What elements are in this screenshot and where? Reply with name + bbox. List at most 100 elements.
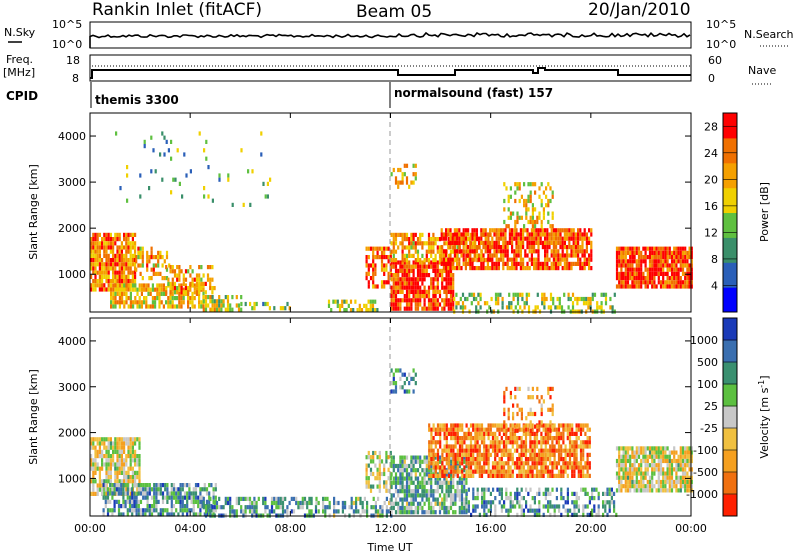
heatmap-cell-b0: [123, 441, 126, 446]
heatmap-cell-b10: [491, 266, 494, 271]
heatmap-cell-b1: [113, 491, 116, 496]
heatmap-cell-b13: [688, 284, 691, 289]
heatmap-cell-b0: [90, 454, 93, 459]
heatmap-cell-b6: [588, 452, 591, 457]
heatmap-cell-b1: [161, 508, 165, 513]
heatmap-cell-b5: [414, 497, 417, 502]
heatmap-cell-b7: [529, 487, 532, 492]
heatmap-cell-b6: [579, 473, 583, 478]
heatmap-cell-b6: [557, 423, 561, 428]
heatmap-cell-b1: [188, 491, 191, 496]
heatmap-cell-b5: [456, 489, 459, 494]
heatmap-cell-b6: [454, 461, 457, 466]
heatmap-cell-b10: [511, 257, 514, 262]
heatmap-cell-b3: [333, 500, 336, 506]
heatmap-cell-b10: [559, 257, 562, 262]
heatmap-cell-b1: [177, 512, 180, 517]
heatmap-cell-b4: [198, 273, 201, 278]
heatmap-cell-b2: [145, 300, 148, 305]
heatmap-cell-b10: [585, 257, 588, 262]
heatmap-cell-b0: [123, 466, 126, 471]
heatmap-cell-b9: [465, 245, 468, 250]
heatmap-cell-b9: [631, 475, 634, 480]
heatmap-cell-b2: [202, 287, 205, 292]
heatmap-cell-b0: [131, 258, 134, 263]
heatmap-cell-b6: [494, 457, 497, 462]
heatmap-cell-b1: [168, 491, 171, 496]
heatmap-cell-b7: [516, 496, 519, 501]
heatmap-cell-b5: [410, 493, 413, 498]
heatmap-cell-b0: [120, 270, 123, 275]
heatmap-cell-b0: [96, 241, 99, 246]
heatmap-cell-b2: [242, 496, 245, 501]
heatmap-cell-b8: [410, 281, 413, 286]
nsky-tick-low: 10^0: [52, 38, 82, 51]
heatmap-cell-b10: [449, 236, 452, 241]
heatmap-cell-b7: [593, 487, 596, 492]
heatmap-cell-b6: [434, 465, 437, 470]
heatmap-cell-b6: [491, 431, 495, 436]
heatmap-cell-b6: [498, 465, 501, 470]
heatmap-cell-b5: [436, 484, 439, 490]
heatmap-cell-b1: [146, 487, 149, 492]
heatmap-cell-b10: [577, 232, 580, 237]
heatmap-cell-b9: [629, 475, 632, 480]
heatmap-cell-b7: [507, 496, 510, 501]
heatmap-cell-b9: [657, 454, 660, 459]
heatmap-cell-b13: [653, 263, 656, 268]
heatmap-cell-b0: [101, 491, 104, 496]
heatmap-cell-b10: [522, 266, 525, 271]
heatmap-cell-b9: [408, 249, 411, 254]
heatmap-cell-b1: [139, 271, 142, 276]
heatmap-cell-b6: [546, 452, 550, 457]
heatmap-cell-b5: [465, 476, 468, 481]
heatmap-cell-b1: [139, 263, 142, 268]
heatmap-cell-b6: [527, 457, 530, 462]
heatmap-cell-b10: [469, 245, 472, 250]
heatmap-cell-b1: [148, 512, 151, 517]
heatmap-cell-b10: [504, 232, 507, 237]
heatmap-cell-b6: [447, 448, 451, 453]
heatmap-cell-b2: [290, 509, 293, 514]
heatmap-cell-b10: [497, 257, 500, 262]
heatmap-cell-b13: [648, 255, 652, 260]
heatmap-cell-b0: [127, 475, 130, 480]
heatmap-cell-b10: [579, 261, 582, 266]
heatmap-cell-b13: [624, 259, 627, 264]
heatmap-cell-b8: [392, 294, 395, 299]
heatmap-cell-b4: [385, 459, 388, 464]
heatmap-cell-b0: [98, 287, 101, 292]
heatmap-cell-b6: [476, 427, 479, 432]
heatmap-cell-b10: [458, 266, 461, 271]
heatmap-cell-b8: [505, 386, 508, 391]
heatmap-cell-b0: [125, 287, 128, 292]
heatmap-cell-b6: [518, 423, 521, 428]
heatmap-cell-b13: [620, 255, 623, 260]
heatmap-cell-b5: [408, 484, 411, 490]
heatmap-cell-b10: [557, 228, 560, 233]
heatmap-cell-b2: [110, 304, 113, 309]
heatmap-cell-b6: [564, 469, 567, 474]
heatmap-cell-b13: [631, 271, 634, 276]
heatmap-cell-b10: [511, 228, 514, 233]
heatmap-cell-b1: [159, 483, 162, 488]
heatmap-cell-b0: [131, 475, 134, 480]
heatmap-cell-b10: [574, 245, 577, 250]
heatmap-cell-b4: [385, 480, 388, 485]
heatmap-cell-b3: [226, 303, 230, 308]
heatmap-cell-b13: [662, 284, 665, 289]
heatmap-cell-b6: [575, 465, 578, 470]
heatmap-cell-b3: [366, 509, 369, 514]
heatmap-cell-b5: [463, 501, 466, 506]
heatmap-cell-b6: [529, 473, 532, 478]
heatmap-cell-b6: [527, 469, 530, 474]
heatmap-cell-b8: [516, 403, 519, 408]
heatmap-cell-b5: [394, 484, 398, 490]
heatmap-cell-b11: [578, 296, 581, 302]
heatmap-cell-b7: [483, 504, 486, 509]
heatmap-cell-b0: [114, 475, 117, 480]
heatmap-cell-b12: [509, 194, 512, 199]
heatmap-cell-b0: [125, 454, 128, 459]
heatmap-cell-b6: [445, 461, 448, 466]
heatmap-cell-b13: [664, 284, 667, 289]
